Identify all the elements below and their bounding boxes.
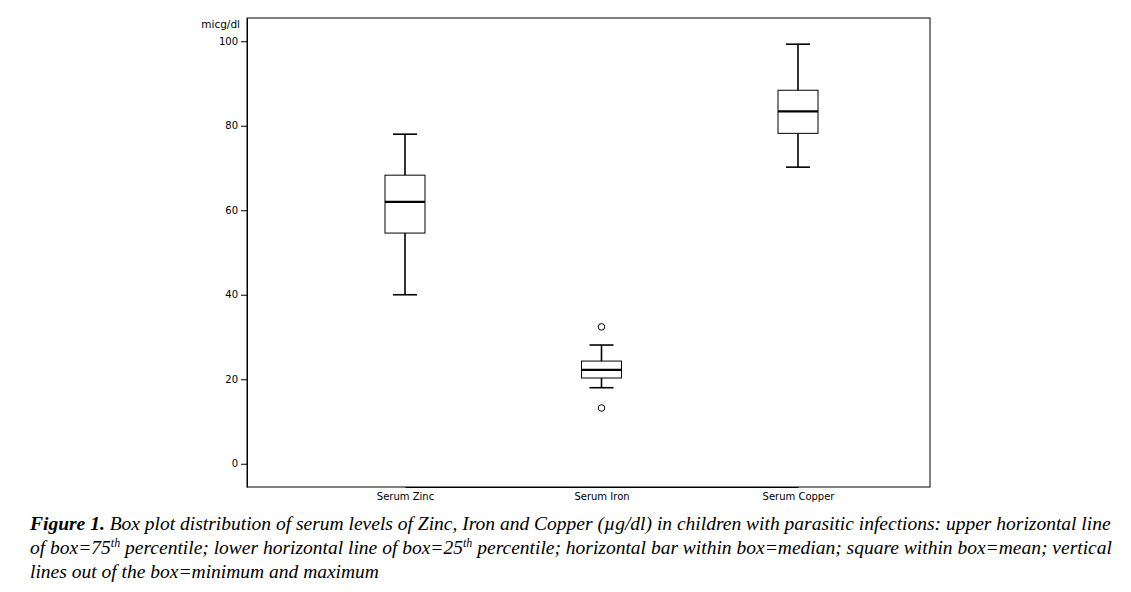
x-axis: Serum Zinc Serum Iron Serum Copper — [377, 487, 836, 502]
lower-whisker — [404, 233, 406, 295]
caption-text: percentile; lower horizontal line of box… — [120, 537, 463, 558]
upper-whisker — [797, 44, 799, 90]
y-tick-label: 40 — [225, 289, 238, 300]
caption-label: Figure 1. — [30, 513, 105, 534]
y-tick: 20 — [225, 374, 247, 385]
x-tick: Serum Zinc — [377, 487, 434, 502]
y-tick-mark — [241, 210, 247, 211]
median-line — [582, 369, 622, 371]
y-tick: 80 — [225, 120, 247, 131]
x-tick-label: Serum Zinc — [377, 491, 434, 502]
x-tick: Serum Iron — [574, 487, 629, 502]
lower-whisker — [797, 133, 799, 167]
y-tick-mark — [241, 126, 247, 127]
max-cap — [393, 133, 417, 135]
box-group — [385, 134, 425, 295]
y-axis: 0 20 40 60 80 100 — [219, 19, 248, 488]
y-tick: 0 — [232, 458, 247, 469]
max-cap — [590, 344, 614, 346]
caption-superscript: th — [111, 536, 120, 550]
y-tick-mark — [241, 464, 247, 465]
box — [778, 90, 818, 133]
lower-whisker — [601, 378, 603, 388]
y-tick-label: 0 — [232, 458, 238, 469]
x-tick: Serum Copper — [763, 487, 836, 502]
x-tick-label: Serum Iron — [574, 491, 629, 502]
y-tick-label: 60 — [225, 205, 238, 216]
min-cap — [590, 387, 614, 389]
plot-area — [385, 44, 818, 411]
median-line — [385, 201, 425, 203]
min-cap — [393, 294, 417, 296]
box-group — [582, 324, 622, 412]
caption-superscript: th — [463, 536, 472, 550]
outlier — [598, 324, 605, 331]
upper-whisker — [601, 345, 603, 361]
x-axis-line — [406, 487, 799, 488]
box — [582, 361, 622, 378]
min-cap — [786, 166, 810, 168]
upper-whisker — [404, 134, 406, 175]
y-tick-mark — [241, 295, 247, 296]
box-group — [778, 44, 818, 167]
y-tick-mark — [241, 41, 247, 42]
plot-frame — [247, 18, 930, 487]
y-tick-label: 100 — [219, 36, 238, 47]
y-axis-title: micg/dl — [201, 18, 240, 30]
y-tick: 60 — [225, 205, 247, 216]
y-tick-label: 80 — [225, 120, 238, 131]
y-tick: 40 — [225, 289, 247, 300]
y-axis-line — [247, 19, 248, 488]
caption: Figure 1. Box plot distribution of serum… — [30, 512, 1128, 584]
x-tick-label: Serum Copper — [763, 491, 836, 502]
outlier — [598, 405, 605, 412]
y-tick-label: 20 — [225, 374, 238, 385]
box — [385, 175, 425, 233]
y-tick-mark — [241, 379, 247, 380]
median-line — [778, 110, 818, 112]
y-tick: 100 — [219, 36, 247, 47]
max-cap — [786, 43, 810, 45]
